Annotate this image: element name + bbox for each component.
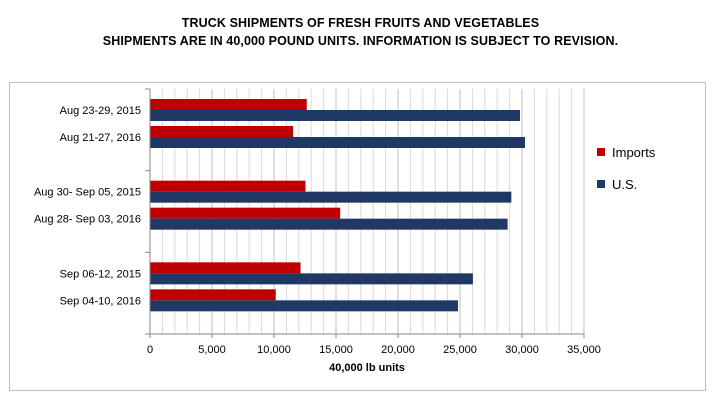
imports-bar [150,289,276,301]
category-label: Aug 23-29, 2015 [60,105,141,117]
chart-title: TRUCK SHIPMENTS OF FRESH FRUITS AND VEGE… [181,16,540,30]
category-label: Aug 30- Sep 05, 2015 [34,187,141,199]
x-tick-label: 30,000 [505,344,539,356]
legend-swatch-imports [597,148,605,156]
x-axis-title: 40,000 lb units [329,362,405,374]
legend-label-imports: Imports [612,145,656,160]
x-tick-label: 15,000 [319,344,353,356]
x-tick-label: 5,000 [198,344,226,356]
x-tick-label: 25,000 [443,344,477,356]
chart-subtitle: SHIPMENTS ARE IN 40,000 POUND UNITS. INF… [102,34,619,48]
category-label: Aug 28- Sep 03, 2016 [34,214,141,226]
x-tick-label: 0 [147,344,153,356]
imports-bar [150,126,294,137]
us-bar [150,218,508,230]
us-bar [150,300,459,312]
legend-label-us: U.S. [612,177,637,192]
legend-swatch-us [597,180,605,188]
imports-bar [150,99,307,110]
category-label: Sep 04-10, 2016 [60,295,141,307]
imports-bar [150,262,301,274]
imports-bar [150,207,341,219]
us-bar [150,273,473,285]
imports-bar [150,180,306,192]
x-tick-label: 10,000 [257,344,291,356]
chart-frame [9,82,706,391]
us-bar [150,137,525,148]
x-tick-label: 35,000 [567,344,601,356]
category-label: Sep 06-12, 2015 [60,268,141,280]
category-label: Aug 21-27, 2016 [60,132,141,144]
us-bar [150,191,512,203]
us-bar [150,110,521,121]
x-tick-label: 20,000 [381,344,415,356]
